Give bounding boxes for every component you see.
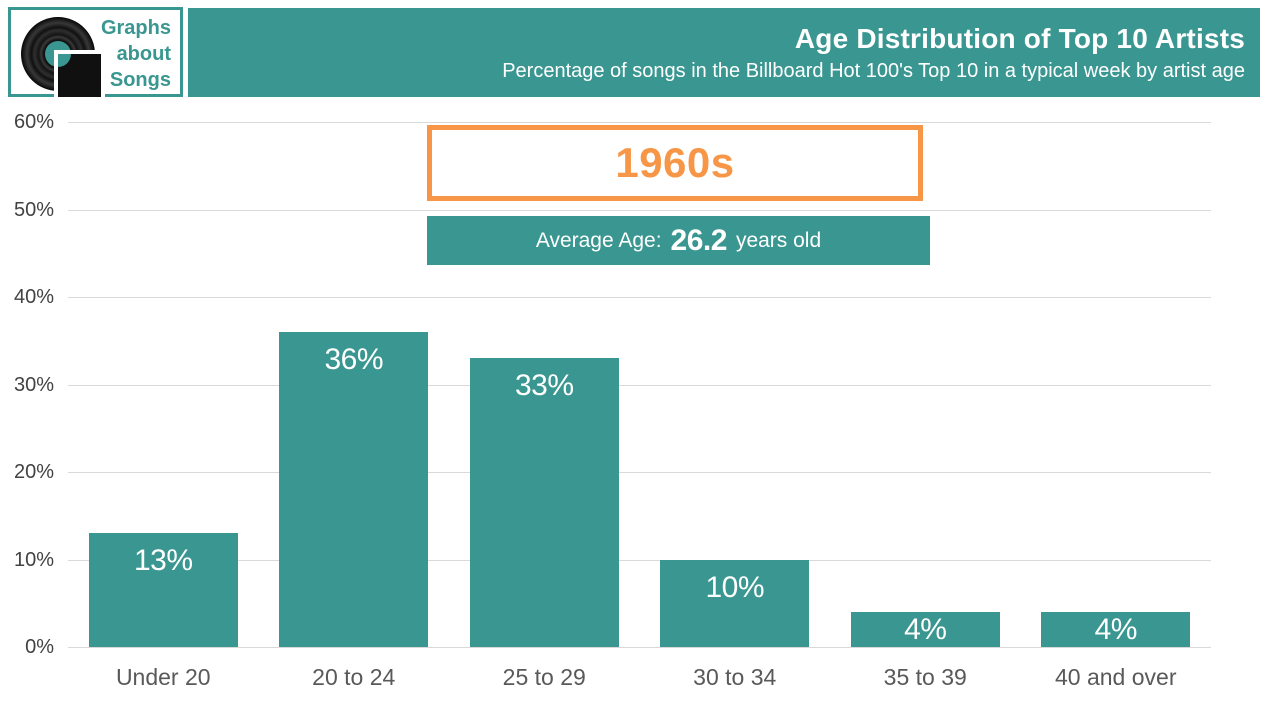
y-axis-label-20: 20%: [13, 461, 54, 483]
bar-value-label-40-and-over: 4%: [1094, 612, 1138, 646]
bar-40-and-over: 4%: [1041, 612, 1191, 647]
logo-line-2: about: [116, 43, 171, 65]
y-axis-label-10: 10%: [13, 548, 54, 571]
vinyl-record-icon: [21, 17, 105, 101]
x-axis-label-20-to-24: 20 to 24: [312, 664, 396, 690]
bar-value-label-30-to-34: 10%: [705, 570, 765, 604]
bar-value-label-20-to-24: 36%: [324, 343, 384, 376]
bar-35-to-39: 4%: [850, 612, 1000, 647]
bar-20-to-24: 36%: [279, 332, 429, 647]
y-axis-label-40: 40%: [13, 286, 54, 308]
logo: Graphs about Songs: [8, 7, 183, 101]
gridline-50: [68, 209, 1211, 211]
x-axis-label-under-20: Under 20: [115, 664, 211, 690]
gridline-30: [68, 384, 1211, 386]
y-axis-label-0: 0%: [25, 636, 54, 658]
bar-30-to-34: 10%: [660, 559, 810, 647]
average-age-value: 26.2: [670, 223, 728, 257]
x-axis-label-25-to-29: 25 to 29: [502, 664, 586, 690]
y-axis-label-50: 50%: [13, 198, 54, 221]
bar-value-label-25-to-29: 33%: [514, 369, 574, 403]
x-axis-label-30-to-34: 30 to 34: [693, 664, 777, 690]
average-age-suffix: years old: [735, 228, 822, 252]
y-axis-label-60: 60%: [13, 111, 54, 133]
chart-subtitle: Percentage of songs in the Billboard Hot…: [502, 59, 1245, 82]
logo-wordmark: Graphs about Songs: [91, 15, 171, 93]
logo-line-3: Songs: [109, 69, 171, 91]
x-axis-label-40-and-over: 40 and over: [1055, 664, 1177, 690]
bar-25-to-29: 33%: [469, 358, 619, 647]
gridline-10: [68, 559, 1211, 561]
decade-callout: 1960s: [427, 125, 923, 201]
gridline-60: [68, 122, 1211, 123]
y-axis-label-30: 30%: [13, 373, 54, 396]
gridline-20: [68, 472, 1211, 473]
bar-under-20: 13%: [88, 533, 238, 647]
gridline-40: [68, 297, 1211, 298]
logo-line-1: Graphs: [100, 17, 171, 39]
decade-label: 1960s: [615, 139, 735, 186]
header-banner: Age Distribution of Top 10 Artists Perce…: [188, 8, 1260, 97]
bar-value-label-35-to-39: 4%: [904, 612, 947, 646]
gridline-0: [68, 647, 1211, 648]
average-age-prefix: Average Age:: [535, 228, 662, 252]
chart-title: Age Distribution of Top 10 Artists: [794, 22, 1245, 54]
bar-value-label-under-20: 13%: [133, 544, 193, 578]
x-axis-label-35-to-39: 35 to 39: [883, 664, 967, 690]
average-age-banner: Average Age: 26.2 years old: [427, 216, 930, 265]
